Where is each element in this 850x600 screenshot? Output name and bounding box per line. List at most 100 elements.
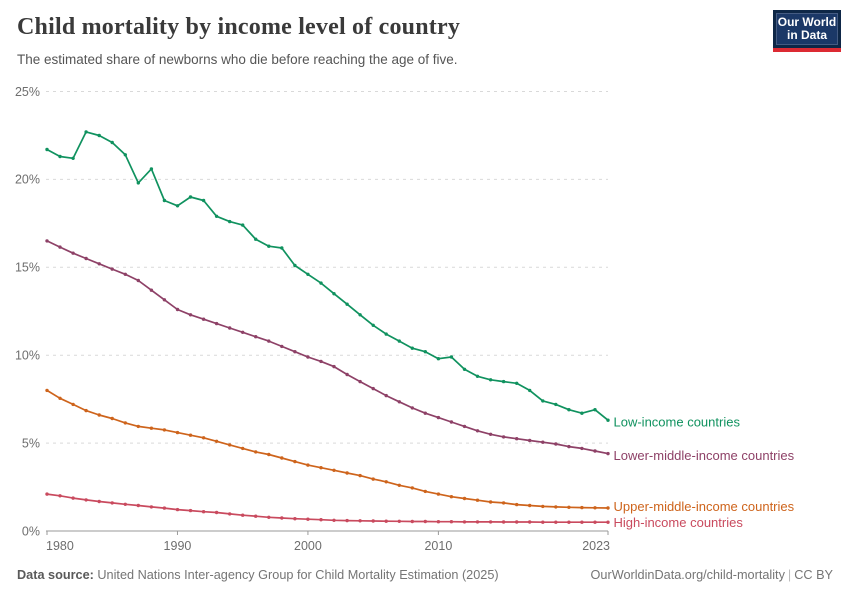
data-point bbox=[593, 449, 597, 453]
data-point bbox=[554, 402, 558, 407]
data-point bbox=[293, 350, 297, 354]
data-point bbox=[84, 130, 88, 134]
data-point bbox=[410, 346, 414, 350]
line-chart: 0% 5% 10% 15% 20% 25% 1980 1990 2000 2010 2023 Low-… bbox=[15, 85, 795, 553]
data-point bbox=[515, 437, 519, 441]
data-point bbox=[267, 452, 271, 457]
data-point bbox=[241, 223, 245, 227]
data-point bbox=[515, 502, 519, 507]
data-point bbox=[567, 505, 571, 509]
data-point bbox=[123, 153, 128, 157]
data-point bbox=[410, 486, 414, 490]
series-line-low-income-countries bbox=[46, 131, 609, 422]
data-point bbox=[358, 473, 362, 478]
data-point bbox=[188, 433, 193, 437]
data-point bbox=[110, 267, 114, 271]
data-point bbox=[554, 505, 558, 509]
data-point bbox=[241, 330, 245, 334]
data-point bbox=[488, 378, 493, 382]
data-point bbox=[45, 492, 49, 496]
data-point bbox=[58, 494, 62, 498]
data-point bbox=[149, 288, 154, 292]
data-point bbox=[123, 502, 128, 506]
data-point bbox=[501, 520, 506, 524]
data-point bbox=[528, 438, 532, 443]
data-point bbox=[280, 246, 284, 250]
data-point bbox=[162, 428, 167, 432]
data-point bbox=[71, 156, 75, 160]
series-line-lower-middle-income-countries bbox=[46, 240, 609, 455]
data-point bbox=[345, 372, 349, 377]
data-point bbox=[345, 302, 349, 306]
data-source-label: Data source: bbox=[17, 568, 94, 582]
owid-logo[interactable]: Our World in Data bbox=[773, 10, 841, 52]
data-point bbox=[554, 442, 558, 446]
data-point bbox=[371, 386, 375, 391]
data-point bbox=[97, 262, 101, 266]
x-tick-label: 2010 bbox=[424, 539, 452, 553]
data-point bbox=[528, 388, 532, 393]
data-point bbox=[384, 393, 388, 398]
series-label-upper-middle-income-countries: Upper-middle-income countries bbox=[614, 499, 795, 514]
data-point bbox=[293, 517, 297, 521]
data-point bbox=[280, 516, 284, 520]
data-point bbox=[423, 350, 427, 354]
data-point bbox=[541, 504, 545, 509]
data-point bbox=[462, 520, 467, 524]
data-point bbox=[188, 195, 193, 199]
data-point bbox=[214, 214, 219, 218]
data-point bbox=[136, 503, 140, 508]
data-point bbox=[528, 503, 532, 508]
data-point bbox=[97, 133, 101, 138]
data-point bbox=[319, 518, 323, 522]
data-point bbox=[567, 408, 571, 412]
data-point bbox=[71, 496, 75, 500]
data-point bbox=[436, 415, 441, 420]
data-point bbox=[462, 424, 467, 429]
data-point bbox=[475, 520, 480, 524]
data-point bbox=[332, 364, 336, 369]
data-point bbox=[515, 520, 519, 524]
data-point bbox=[45, 147, 49, 152]
data-point bbox=[228, 326, 232, 330]
data-point bbox=[501, 435, 506, 439]
data-point bbox=[84, 256, 88, 261]
owid-url-link[interactable]: OurWorldinData.org/child-mortality bbox=[590, 568, 785, 582]
data-point bbox=[449, 495, 454, 499]
data-point bbox=[475, 498, 480, 502]
chart-footer: Data source: United Nations Inter-agency… bbox=[17, 568, 833, 582]
y-tick-label: 10% bbox=[15, 349, 40, 363]
data-point bbox=[201, 436, 206, 440]
owid-logo-redbar bbox=[773, 48, 841, 52]
data-point bbox=[319, 466, 323, 470]
data-point bbox=[488, 500, 493, 504]
data-point bbox=[162, 506, 167, 510]
data-point bbox=[201, 510, 206, 514]
page-subtitle: The estimated share of newborns who die … bbox=[17, 52, 458, 67]
data-point bbox=[397, 483, 401, 487]
series-label-high-income-countries: High-income countries bbox=[614, 515, 744, 530]
series-line-upper-middle-income-countries bbox=[46, 389, 609, 509]
data-point bbox=[84, 498, 88, 502]
data-point bbox=[397, 400, 401, 404]
x-tick-label: 1990 bbox=[164, 539, 192, 553]
data-point bbox=[280, 456, 284, 460]
data-point bbox=[436, 357, 441, 361]
data-point bbox=[45, 388, 49, 393]
data-point bbox=[501, 379, 506, 384]
data-point bbox=[306, 272, 310, 276]
data-point bbox=[528, 520, 532, 524]
data-point bbox=[541, 440, 545, 444]
data-point bbox=[593, 506, 597, 510]
series-line-high-income-countries bbox=[46, 493, 609, 524]
data-point bbox=[188, 508, 193, 513]
license-link[interactable]: CC BY bbox=[794, 568, 833, 582]
data-source-note: Data source: United Nations Inter-agency… bbox=[17, 568, 499, 582]
data-point bbox=[410, 519, 414, 524]
data-point bbox=[162, 198, 167, 203]
data-point bbox=[214, 439, 219, 443]
data-point bbox=[567, 520, 571, 524]
data-point bbox=[280, 344, 284, 349]
data-point bbox=[593, 408, 597, 412]
data-point bbox=[123, 421, 128, 425]
